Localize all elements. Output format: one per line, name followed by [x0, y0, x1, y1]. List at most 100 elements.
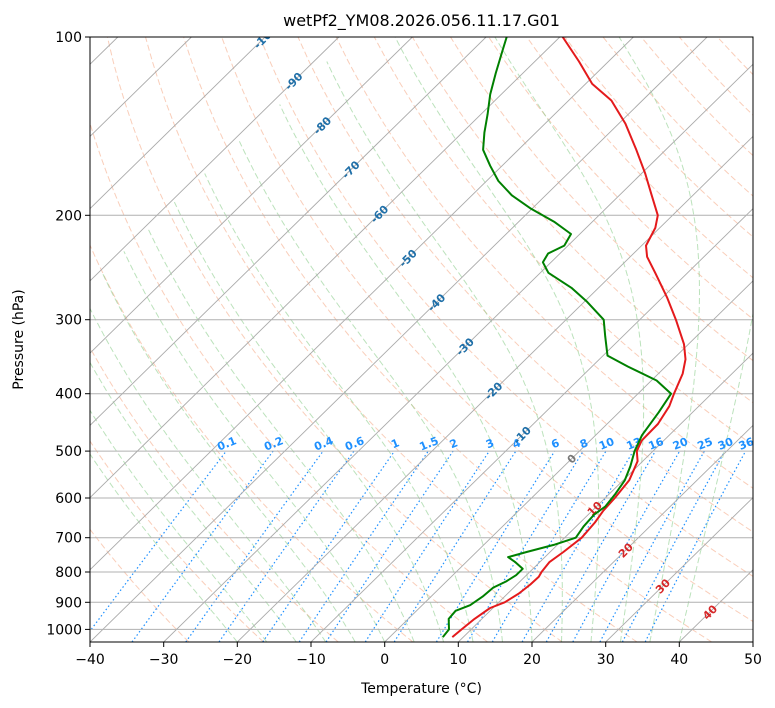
background-lines	[90, 37, 775, 642]
moist-adiabat	[147, 227, 415, 642]
isotherm-line	[457, 352, 753, 642]
plot-frame	[89, 36, 754, 643]
moist-adiabat	[90, 453, 238, 642]
isotherm-line	[605, 496, 753, 642]
isotherm-line	[90, 37, 413, 354]
mixing-ratio-line	[185, 450, 324, 642]
y-tick-label: 400	[55, 387, 82, 403]
dry-adiabat	[450, 37, 753, 362]
isotherm-line	[90, 37, 340, 282]
x-tick-label: 50	[744, 652, 762, 668]
dry-adiabat	[259, 37, 753, 577]
dry-adiabat	[183, 37, 712, 642]
x-axis: −40 −30 −20 −10 0 10 20 30 40 50	[75, 642, 762, 668]
dry-adiabat	[564, 37, 753, 238]
dry-adiabat	[145, 37, 638, 642]
mixing-ratio-line	[325, 450, 454, 642]
moist-adiabat	[90, 307, 327, 642]
dry-adiabat	[90, 346, 339, 642]
y-tick-label: 1000	[46, 622, 82, 638]
moist-adiabat	[279, 104, 533, 642]
y-tick-label: 100	[55, 30, 82, 46]
mixing-ratio-line	[262, 450, 395, 642]
mixing-ratio-label: 6	[549, 436, 561, 451]
dry-adiabat	[297, 37, 753, 533]
isotherm-line	[163, 63, 753, 642]
isotherm-line	[310, 208, 753, 642]
isotherm-line	[384, 280, 753, 642]
mixing-ratio-label: 3	[484, 436, 496, 451]
moist-adiabat	[90, 409, 268, 642]
mixing-ratio-label: 16	[647, 435, 666, 453]
x-tick-label: −40	[75, 652, 105, 668]
mixing-ratio-line	[298, 450, 429, 642]
mixing-ratio-line	[621, 450, 726, 642]
moist-adiabat	[123, 251, 386, 642]
moist-adiabat	[326, 61, 563, 642]
moist-adiabat	[394, 37, 600, 642]
dry-adiabat	[90, 121, 488, 642]
dewpoint-profile-line	[442, 37, 673, 638]
moist-adiabat	[204, 173, 474, 642]
mixing-ratio-label: 20	[671, 435, 690, 453]
dry-adiabat	[756, 37, 775, 642]
isotherm-line	[90, 37, 708, 642]
temperature-profile-line	[451, 37, 687, 638]
dry-adiabat	[90, 528, 190, 642]
isotherm-label: 40	[700, 602, 720, 622]
x-tick-label: 10	[449, 652, 467, 668]
moist-adiabat	[618, 37, 701, 642]
moist-adiabat	[90, 361, 297, 642]
chart-title: wetPf2_YM08.2026.056.11.17.G01	[283, 11, 560, 31]
y-tick-label: 900	[55, 595, 82, 611]
mixing-ratio-line	[393, 450, 517, 642]
dry-adiabat	[106, 37, 563, 642]
mixing-ratio-line	[545, 450, 656, 642]
isotherm-line	[90, 37, 561, 499]
dry-adiabat	[90, 244, 414, 642]
dry-adiabat	[335, 37, 753, 489]
y-tick-label: 300	[55, 313, 82, 329]
mixing-ratio-label: 25	[696, 435, 715, 453]
mixing-ratio-line	[644, 450, 747, 642]
moist-adiabat	[173, 201, 445, 642]
mixing-ratio-line	[572, 450, 681, 642]
dry-adiabat	[717, 37, 753, 76]
mixing-ratio-line	[218, 450, 355, 642]
mixing-ratio-line	[435, 450, 556, 642]
x-tick-label: 20	[523, 652, 541, 668]
y-tick-label: 600	[55, 491, 82, 507]
y-axis-label: Pressure (hPa)	[11, 289, 27, 389]
isotherm-line	[752, 641, 753, 642]
isotherm-line	[90, 37, 266, 210]
dry-adiabat	[221, 37, 753, 623]
moist-adiabat	[101, 272, 356, 642]
mixing-ratio-line	[131, 450, 274, 642]
isotherm-line	[531, 424, 753, 642]
x-tick-label: 0	[380, 652, 389, 668]
x-tick-label: −10	[296, 652, 326, 668]
x-tick-label: 30	[597, 652, 615, 668]
y-axis: 1000 900 800 700 600 500 400 300 200 100	[46, 30, 90, 638]
mixing-ratio-label: 10	[597, 435, 616, 453]
x-tick-label: −20	[223, 652, 253, 668]
y-tick-label: 200	[55, 208, 82, 224]
x-tick-label: 40	[670, 652, 688, 668]
mixing-ratio-label: 8	[578, 436, 590, 451]
dry-adiabat	[373, 37, 753, 446]
y-tick-label: 700	[55, 531, 82, 547]
line-labels: 0.1 0.2 0.4 0.6 1 1.5 2 3 4 6 8 10 13 16 20 25 30 36-100-…	[215, 37, 753, 623]
mixing-ratio-line	[90, 450, 227, 633]
x-tick-label: −30	[149, 652, 179, 668]
dry-adiabat	[488, 37, 753, 320]
dry-adiabat	[640, 37, 753, 157]
dry-adiabat	[90, 440, 264, 642]
profile-series	[442, 37, 687, 638]
y-tick-label: 500	[55, 444, 82, 460]
mixing-ratio-label: 30	[716, 435, 735, 453]
mixing-ratio-line	[364, 450, 490, 642]
mixing-ratio-label: 2	[448, 436, 460, 451]
dry-adiabat	[411, 37, 753, 404]
isotherm-line	[90, 37, 487, 426]
